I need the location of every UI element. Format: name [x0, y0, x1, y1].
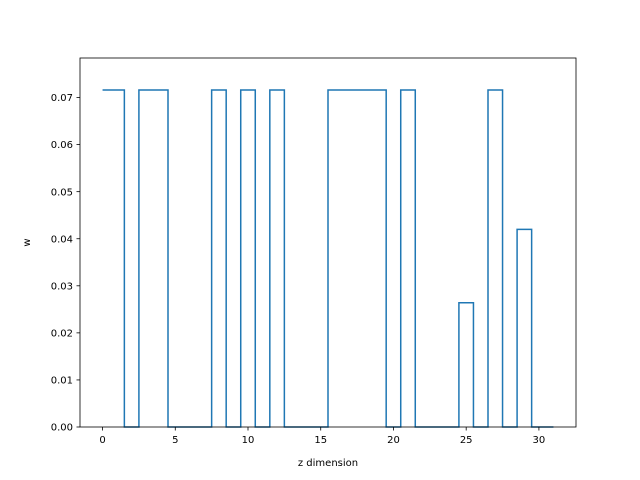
y-tick-label: 0.04 [51, 234, 73, 245]
x-tick-label: 0 [99, 435, 105, 446]
x-tick-label: 25 [460, 435, 473, 446]
y-tick-label: 0.05 [51, 187, 73, 198]
x-axis-label: z dimension [298, 458, 358, 469]
y-tick-label: 0.00 [51, 423, 73, 434]
y-tick-label: 0.07 [51, 93, 73, 104]
axes-frame [79, 57, 577, 428]
x-tick-label: 30 [533, 435, 546, 446]
y-tick-label: 0.03 [51, 281, 73, 292]
y-tick-label: 0.02 [51, 328, 73, 339]
y-tick-label: 0.01 [51, 376, 73, 387]
x-tick-label: 5 [172, 435, 178, 446]
axes: 0 5 10 15 20 25 30 0.00 0.01 0.02 0.03 0.04 0.05 0.06… [51, 57, 577, 446]
x-tick-label: 10 [242, 435, 255, 446]
x-tick-label: 20 [387, 435, 400, 446]
x-tick-label: 15 [314, 435, 327, 446]
y-axis-label: w [22, 238, 33, 246]
y-tick-label: 0.06 [51, 140, 73, 151]
